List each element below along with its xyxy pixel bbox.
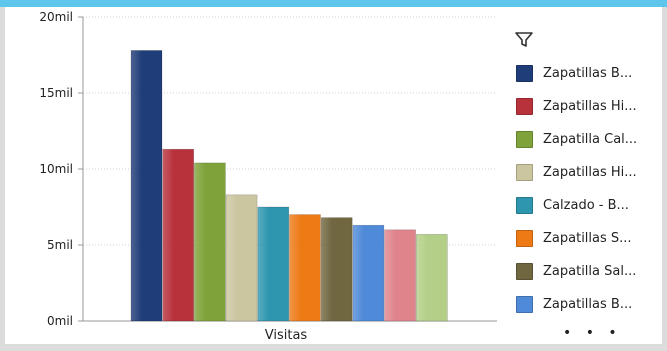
- chart-panel: 0mil 5mil 10mil 15mil 20mil Visitas Zapatilla…: [5, 7, 662, 344]
- bar: [225, 194, 258, 322]
- bar: [257, 206, 290, 322]
- legend-label: Zapatillas B...: [543, 296, 633, 312]
- legend-swatch: [516, 130, 533, 148]
- legend-swatch: [516, 229, 533, 247]
- legend-item[interactable]: Calzado - B...: [516, 195, 629, 215]
- legend-label: Zapatillas Hi...: [543, 164, 637, 180]
- legend-label: Zapatilla Sal...: [543, 263, 637, 279]
- legend-label: Zapatillas B...: [543, 65, 633, 81]
- legend-label: Zapatilla Cal...: [543, 131, 638, 147]
- legend-swatch: [516, 295, 533, 313]
- y-tick-label: 20mil: [39, 10, 73, 24]
- bar: [130, 50, 163, 322]
- legend-swatch: [516, 196, 533, 214]
- legend-item[interactable]: Zapatillas S...: [516, 228, 632, 248]
- legend-item[interactable]: Zapatilla Sal...: [516, 261, 636, 281]
- legend-item[interactable]: Zapatillas Hi...: [516, 96, 637, 116]
- bar-chart: 0mil 5mil 10mil 15mil 20mil Visitas: [39, 10, 497, 343]
- bar: [320, 217, 353, 322]
- legend-item[interactable]: Zapatillas Hi...: [516, 162, 637, 182]
- legend-swatch: [516, 97, 533, 115]
- x-category-label: Visitas: [265, 328, 308, 343]
- y-tick-label: 5mil: [47, 238, 73, 252]
- legend-item[interactable]: Zapatilla Cal...: [516, 129, 637, 149]
- legend-label: Zapatillas S...: [543, 230, 632, 246]
- legend-swatch: [516, 64, 533, 82]
- bar: [352, 224, 385, 322]
- legend-item[interactable]: Zapatillas B...: [516, 294, 632, 314]
- bar: [194, 162, 226, 322]
- legend-label: Zapatillas Hi...: [543, 98, 637, 114]
- legend-more-indicator[interactable]: • • •: [563, 325, 622, 341]
- y-tick-label: 15mil: [39, 86, 73, 100]
- bar: [289, 214, 321, 322]
- legend-label: Calzado - B...: [543, 197, 629, 213]
- header-strip: [0, 0, 667, 7]
- filter-icon[interactable]: [515, 31, 533, 47]
- y-tick-label: 0mil: [47, 314, 73, 328]
- y-tick-label: 10mil: [39, 162, 73, 176]
- bar: [415, 234, 448, 322]
- legend-swatch: [516, 262, 533, 280]
- legend-item[interactable]: Zapatillas B...: [516, 63, 632, 83]
- bar: [162, 148, 194, 322]
- legend: Zapatillas B... Zapatillas Hi... Zapatilla…: [505, 21, 665, 351]
- legend-swatch: [516, 163, 533, 181]
- bar: [384, 229, 416, 322]
